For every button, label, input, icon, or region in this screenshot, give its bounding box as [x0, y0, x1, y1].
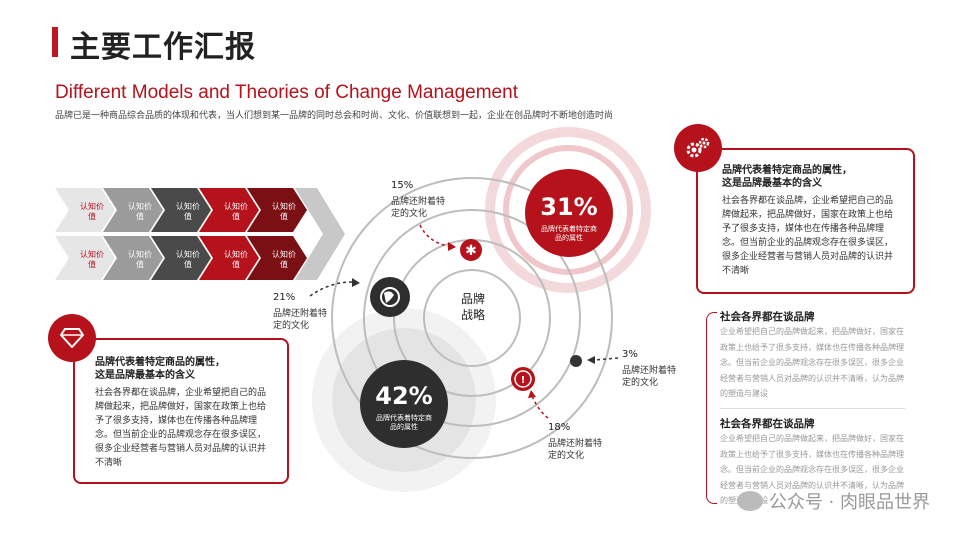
pct-15-note: 品牌还附着特定的文化: [391, 197, 446, 219]
right-text-1-body: 企业希望把自己的品牌做起来，把品牌做好，国家在政策上也给予了很多支持，媒体也在传…: [720, 327, 904, 398]
watermark-text: 公众号 · 肉眼品世界: [768, 492, 930, 513]
dashed-arrow-18: [531, 395, 549, 419]
chevron-1-5: [247, 188, 307, 232]
pct-18-note: 品牌还附着特定的文化: [548, 439, 603, 461]
title-accent-bar: [52, 27, 58, 57]
chevron-label: 认知价值: [80, 202, 104, 221]
chevron-label: 认知价值: [176, 250, 200, 269]
pct-21-value: 21%: [273, 292, 296, 303]
left-box-heading: 品牌代表着特定商品的属性， 这是品牌最基本的含义: [95, 357, 225, 381]
watermark: 公众号 · 肉眼品世界: [736, 488, 930, 514]
chevron-1-2: [103, 188, 163, 232]
wechat-icon: [736, 491, 763, 511]
svg-text:!: !: [521, 375, 526, 386]
pct-31-caption: 品牌代表着特定商品的属性: [541, 225, 597, 242]
chevron-label: 认知价值: [272, 202, 296, 221]
dashed-arrow-21: [309, 281, 353, 297]
ring-middle: [363, 209, 581, 427]
right-text-2-heading: 社会各界都在谈品牌: [720, 418, 815, 430]
english-title: Different Models and Theories of Change …: [55, 82, 518, 103]
dashed-arrow-3: [594, 357, 619, 361]
value-chevron-arrows: [55, 188, 345, 280]
page-title: 主要工作汇报: [70, 30, 256, 65]
pct-18-value: 18%: [548, 422, 571, 433]
pct-3-note: 品牌还附着特定的文化: [622, 366, 677, 388]
chevron-2-3: [151, 236, 211, 280]
pct-31-circle: [525, 169, 613, 257]
right-bracket: [706, 312, 717, 504]
chevron-label: 认知价值: [176, 202, 200, 221]
chevron-1-1: [55, 188, 115, 232]
center-label: 品牌 战略: [460, 292, 485, 322]
chevron-label: 认知价值: [80, 250, 104, 269]
chevron-1-3: [151, 188, 211, 232]
asterisk-icon: [460, 239, 482, 261]
chevron-label: 认知价值: [224, 250, 248, 269]
diamond-icon: [48, 314, 96, 362]
chevron-label: 认知价值: [128, 202, 152, 221]
chevron-label: 认知价值: [272, 250, 296, 269]
dot-marker: [570, 355, 582, 367]
chevron-2-5: [247, 236, 307, 280]
left-box-body: 社会各界都在谈品牌，企业希望把自己的品牌做起来，把品牌做好，国家在政策上也给予了…: [95, 388, 267, 468]
dashed-arrow-15: [419, 224, 449, 247]
ring-outer: [331, 177, 613, 459]
subtitle: 品牌已是一种商品综合品质的体现和代表，当人们想到某一品牌的同时总会和时尚、文化、…: [55, 111, 614, 121]
pct-42-caption: 品牌代表着特定商品的属性: [376, 414, 432, 431]
pct-42-value: 42%: [375, 382, 433, 410]
gears-icon: [674, 124, 722, 172]
halo-ring-top-inner: [503, 145, 633, 275]
right-info-box: 品牌代表着特定商品的属性， 这是品牌最基本的含义 社会各界都在谈品牌，企业希望把…: [696, 148, 915, 294]
pct-42-circle: [360, 360, 448, 448]
right-text-1-heading: 社会各界都在谈品牌: [720, 311, 815, 323]
pct-21-note: 品牌还附着特定的文化: [273, 309, 328, 331]
left-info-box: 品牌代表着特定商品的属性， 这是品牌最基本的含义 社会各界都在谈品牌，企业希望把…: [73, 338, 289, 484]
pct-3-value: 3%: [622, 349, 638, 360]
ring-core: [423, 269, 521, 367]
right-box-body: 社会各界都在谈品牌，企业希望把自己的品牌做起来，把品牌做好，国家在政策上也给予了…: [722, 196, 894, 276]
pct-15-value: 15%: [391, 180, 414, 191]
chevron-tip: [295, 188, 345, 280]
svg-text:✱: ✱: [465, 243, 477, 259]
chevron-1-4: [199, 188, 259, 232]
chevron-label: 认知价值: [224, 202, 248, 221]
right-box-heading: 品牌代表着特定商品的属性， 这是品牌最基本的含义: [722, 165, 852, 189]
pct-31-value: 31%: [540, 193, 598, 221]
chevron-2-1: [55, 236, 115, 280]
chevron-2-2: [103, 236, 163, 280]
chevron-2-4: [199, 236, 259, 280]
chevron-label: 认知价值: [128, 250, 152, 269]
halo-ring-top: [485, 127, 651, 293]
right-text-divider: [720, 408, 905, 409]
